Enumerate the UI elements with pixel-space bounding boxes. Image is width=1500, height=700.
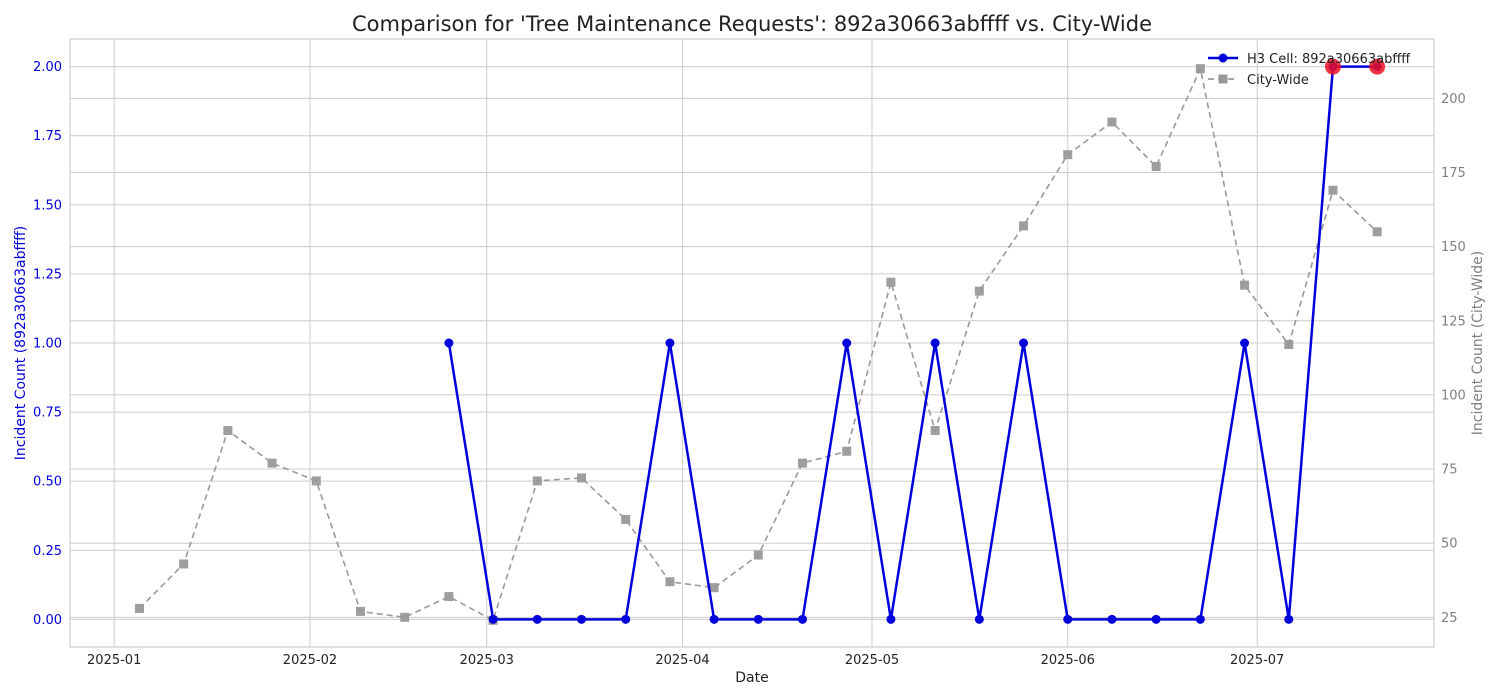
y-axis-right-label: Incident Count (City-Wide) (1470, 251, 1486, 435)
h3-cell-point (930, 338, 940, 348)
legend-citywide-label: City-Wide (1247, 73, 1309, 88)
h3-cell-point (886, 614, 896, 624)
y-left-tick-label: 0.00 (33, 613, 62, 628)
h3-cell-point (1240, 338, 1250, 348)
h3-cell-point (1284, 614, 1294, 624)
y-right-tick-label: 175 (1441, 166, 1466, 181)
h3-cell-point (665, 338, 675, 348)
citywide-point (886, 277, 896, 287)
h3-cell-point (1063, 614, 1073, 624)
x-tick-label: 2025-03 (460, 653, 514, 668)
y-right-tick-label: 125 (1441, 314, 1466, 329)
x-axis-label: Date (735, 670, 768, 686)
x-tick-label: 2025-02 (283, 653, 337, 668)
y-left-tick-label: 1.50 (33, 198, 62, 213)
highlight-layer (1324, 58, 1386, 75)
citywide-point (621, 514, 631, 524)
citywide-point (1240, 280, 1250, 290)
h3-cell-point (974, 614, 984, 624)
highlight-point (1369, 58, 1386, 75)
y-right-tick-label: 25 (1441, 611, 1458, 626)
citywide-point (577, 473, 586, 483)
citywide-point (709, 583, 719, 593)
citywide-point (1372, 227, 1382, 237)
h3-cell-point (798, 614, 808, 624)
h3-cell-point (753, 614, 763, 624)
h3-cell-point (1019, 338, 1029, 348)
citywide-point (134, 603, 144, 613)
citywide-point (753, 550, 763, 560)
y-right-tick-label: 75 (1441, 463, 1458, 478)
citywide-point (1151, 162, 1161, 172)
citywide-point (532, 476, 542, 486)
y-left-tick-label: 2.00 (33, 60, 62, 75)
h3-cell-point (1151, 614, 1161, 624)
x-tick-label: 2025-04 (655, 653, 709, 668)
citywide-point (1107, 117, 1117, 127)
citywide-point (1063, 150, 1073, 160)
citywide-point (223, 425, 233, 435)
citywide-point (1328, 185, 1338, 195)
legend-h3-label: H3 Cell: 892a30663abffff (1247, 52, 1411, 67)
legend-citywide-marker (1218, 74, 1228, 84)
grid-layer (70, 39, 1434, 647)
citywide-point (974, 286, 984, 296)
y-left-tick-label: 0.50 (33, 475, 62, 490)
y-right-tick-label: 150 (1441, 240, 1466, 255)
highlight-point (1324, 58, 1341, 75)
y-right-tick-label: 200 (1441, 92, 1466, 107)
x-tick-label: 2025-06 (1041, 653, 1095, 668)
h3-cell-point (532, 614, 542, 624)
h3-cell-point (444, 338, 454, 348)
y-left-tick-label: 1.25 (33, 267, 62, 282)
h3-cell-point (1195, 614, 1205, 624)
h3-cell-point (709, 614, 719, 624)
h3-cell-point (621, 614, 631, 624)
citywide-point (444, 592, 454, 602)
y-left-tick-label: 0.75 (33, 406, 62, 421)
citywide-point (1019, 221, 1029, 231)
series-layer (134, 62, 1382, 625)
citywide-point (311, 476, 321, 486)
h3-cell-point (842, 338, 852, 348)
citywide-point (930, 425, 940, 435)
y-axis-left-label: Incident Count (892a30663abffff) (13, 226, 29, 460)
citywide-point (1284, 339, 1294, 349)
h3-cell-point (488, 614, 498, 624)
chart-title: Comparison for 'Tree Maintenance Request… (352, 12, 1152, 36)
citywide-point (355, 606, 365, 616)
citywide-point (179, 559, 189, 569)
h3-cell-point (1107, 614, 1117, 624)
citywide-point (665, 577, 675, 587)
x-tick-label: 2025-05 (845, 653, 899, 668)
legend: H3 Cell: 892a30663abffff City-Wide (1208, 52, 1411, 88)
citywide-point (798, 458, 808, 468)
y-right-tick-label: 100 (1441, 388, 1466, 403)
y-left-tick-label: 1.75 (33, 129, 62, 144)
x-tick-label: 2025-07 (1230, 653, 1284, 668)
y-left-tick-label: 1.00 (33, 337, 62, 352)
citywide-point (267, 458, 277, 468)
citywide-point (400, 612, 410, 622)
y-right-tick-label: 50 (1441, 537, 1458, 552)
x-tick-label: 2025-01 (87, 653, 141, 668)
h3-cell-point (577, 614, 586, 624)
citywide-point (1195, 64, 1205, 74)
citywide-point (842, 446, 852, 456)
legend-h3-marker (1218, 53, 1228, 63)
h3-cell-series-line (447, 65, 1378, 621)
y-left-tick-label: 0.25 (33, 544, 62, 559)
axis-layer: 2025-01 2025-02 2025-03 2025-04 2025-05 2025-… (33, 60, 1466, 668)
